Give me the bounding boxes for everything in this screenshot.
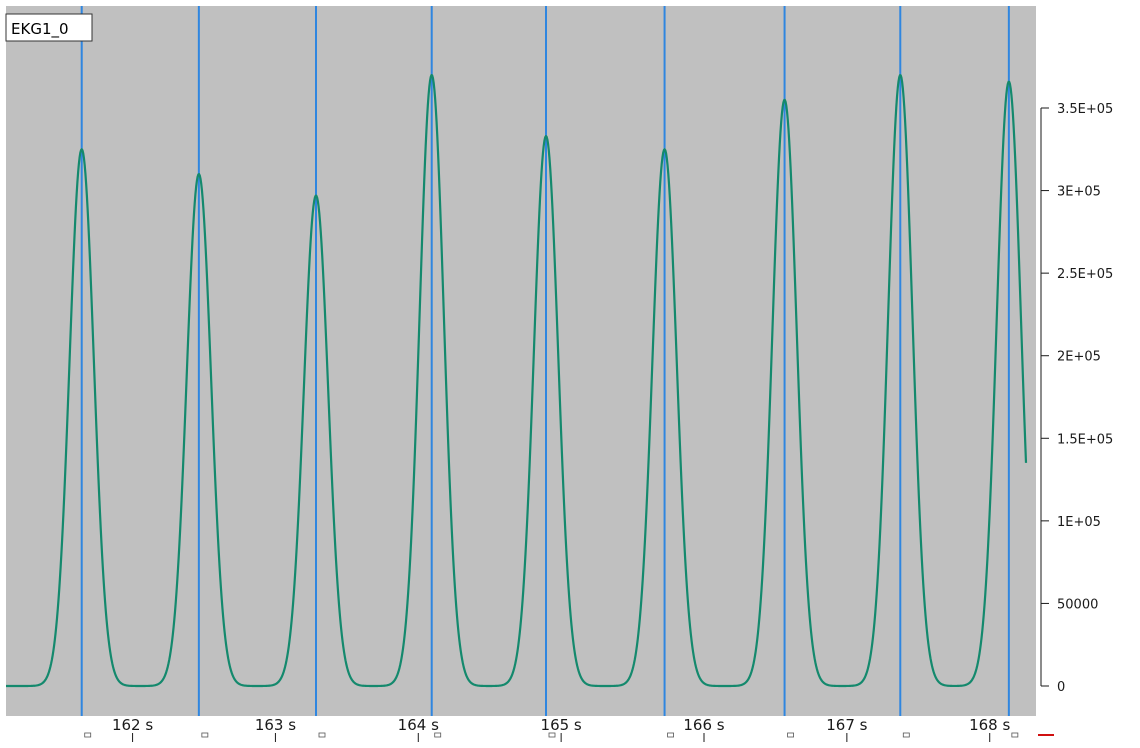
channel-label-text: EKG1_0: [11, 20, 69, 39]
x-tick-label: 162 s: [112, 716, 153, 734]
y-axis-ticks: 3.5E+05 3E+05 2.5E+05 2E+05 1.5E+05 1E+05 5000…: [1041, 102, 1113, 695]
x-tick-label: 164 s: [398, 716, 439, 734]
peak-marker-handle[interactable]: [201, 732, 209, 738]
peak-marker-handle[interactable]: [667, 732, 674, 738]
marker-handle-layer: [84, 732, 1019, 738]
x-tick-label: 168 s: [969, 716, 1010, 734]
peak-marker-handle[interactable]: [1011, 732, 1019, 738]
peak-marker-handle[interactable]: [787, 732, 794, 738]
y-tick-label: 3E+05: [1057, 185, 1101, 200]
y-tick-label: 1E+05: [1057, 515, 1101, 530]
peak-marker-layer: [80, 6, 1010, 716]
peak-marker-handle[interactable]: [548, 732, 556, 738]
y-tick-label: 3.5E+05: [1057, 102, 1113, 117]
channel-label[interactable]: EKG1_0: [5, 13, 93, 42]
peak-marker-handle[interactable]: [84, 732, 92, 738]
x-tick-label: 166 s: [683, 716, 724, 734]
x-tick-label: 165 s: [541, 716, 582, 734]
peak-marker-handle[interactable]: [434, 732, 442, 738]
y-tick-label: 50000: [1057, 597, 1098, 612]
plot-background: [6, 6, 1036, 716]
y-tick-label: 1.5E+05: [1057, 432, 1113, 447]
x-tick-label: 167 s: [826, 716, 867, 734]
ekg-trace: [5, 73, 1028, 688]
peak-marker-handle[interactable]: [902, 732, 910, 738]
y-tick-label: 2E+05: [1057, 350, 1101, 365]
peak-marker-handle[interactable]: [318, 732, 326, 738]
x-axis-ticks: 162 s 163 s 164 s 165 s 166 s 167 s 168 s: [112, 716, 1011, 742]
channel-label-box: [5, 13, 93, 42]
y-tick-label: 0: [1057, 680, 1065, 695]
y-tick-label: 2.5E+05: [1057, 267, 1113, 282]
x-tick-label: 163 s: [255, 716, 296, 734]
